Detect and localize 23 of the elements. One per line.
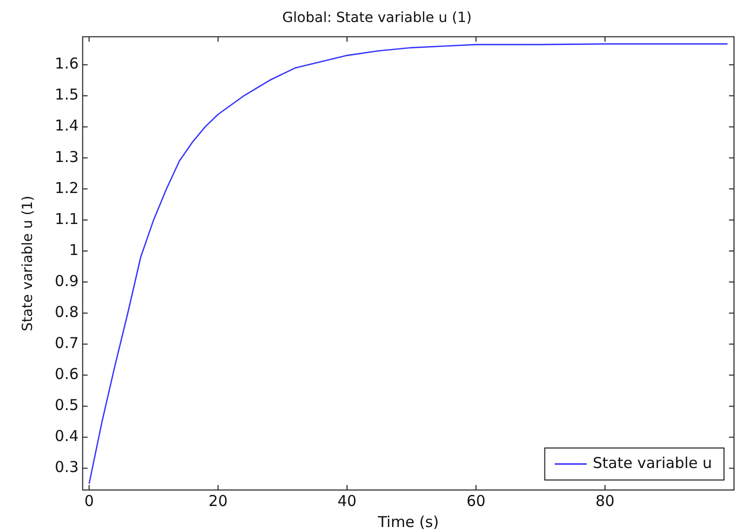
y-tick-label: 1.2 bbox=[54, 178, 79, 197]
y-tick-label: 1.5 bbox=[54, 86, 79, 104]
y-tick-label: 1 bbox=[69, 240, 79, 259]
y-tick-label: 0.9 bbox=[54, 272, 79, 290]
x-tick-label: 80 bbox=[595, 492, 615, 510]
y-tick-label: 0.5 bbox=[54, 396, 79, 414]
chart-title: Global: State variable u (1) bbox=[282, 10, 472, 26]
x-tick-label: 60 bbox=[466, 492, 486, 510]
legend-label: State variable u bbox=[592, 454, 712, 472]
y-tick-label: 1.6 bbox=[54, 54, 79, 73]
y-tick-label: 0.3 bbox=[54, 458, 79, 476]
x-tick-label: 40 bbox=[338, 492, 357, 510]
y-tick-label: 1.3 bbox=[54, 148, 79, 166]
y-tick-label: 1.1 bbox=[54, 210, 79, 228]
y-tick-label: 0.6 bbox=[54, 365, 79, 384]
y-tick-label: 1.4 bbox=[54, 116, 79, 135]
y-axis-title: State variable u (1) bbox=[20, 196, 36, 332]
y-tick-label: 0.7 bbox=[54, 334, 79, 352]
x-tick-label: 20 bbox=[208, 492, 228, 510]
y-tick-label: 0.8 bbox=[54, 302, 79, 321]
x-axis-title: Time (s) bbox=[376, 512, 439, 531]
y-tick-label: 0.4 bbox=[54, 427, 79, 446]
x-tick-label: 0 bbox=[84, 492, 94, 510]
